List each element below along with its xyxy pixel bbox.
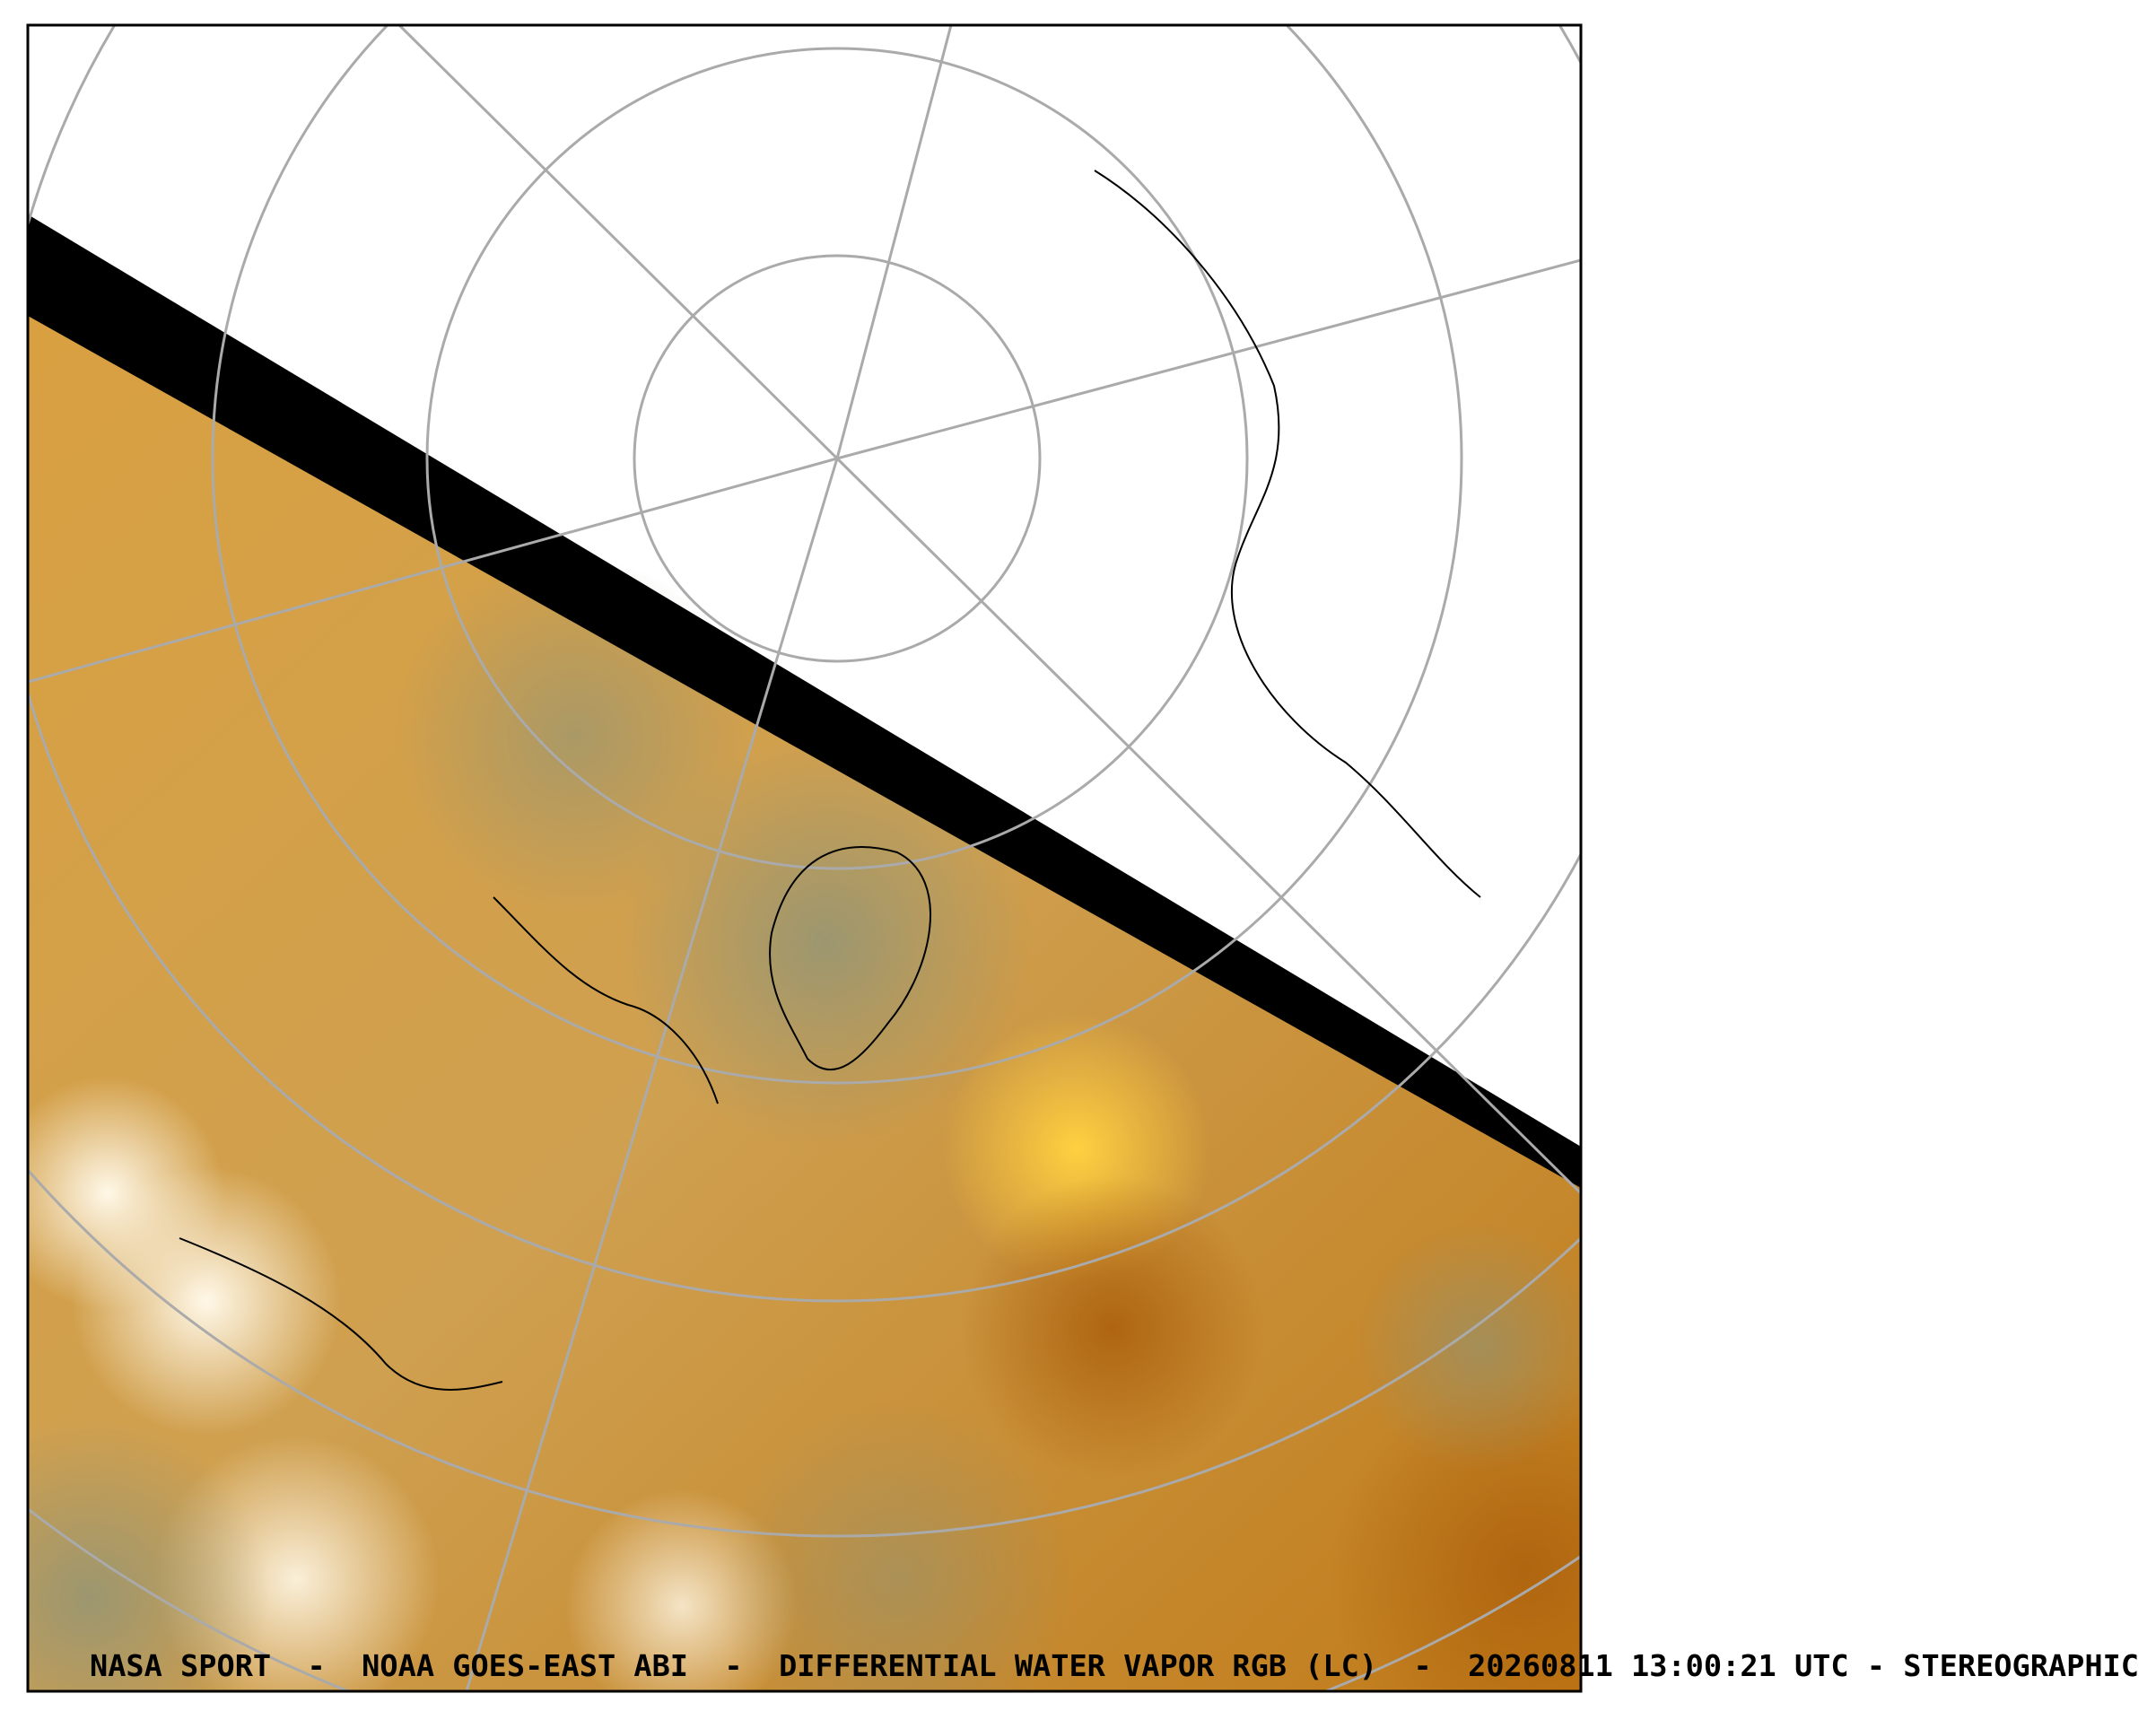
caption: NASA SPORT - NOAA GOES-EAST ABI - DIFFER…	[90, 1648, 2139, 1683]
coastlines	[179, 170, 1481, 1391]
cloud-patterns	[28, 556, 1581, 1691]
data-edge	[28, 214, 1581, 1188]
map-frame	[26, 23, 1583, 1693]
